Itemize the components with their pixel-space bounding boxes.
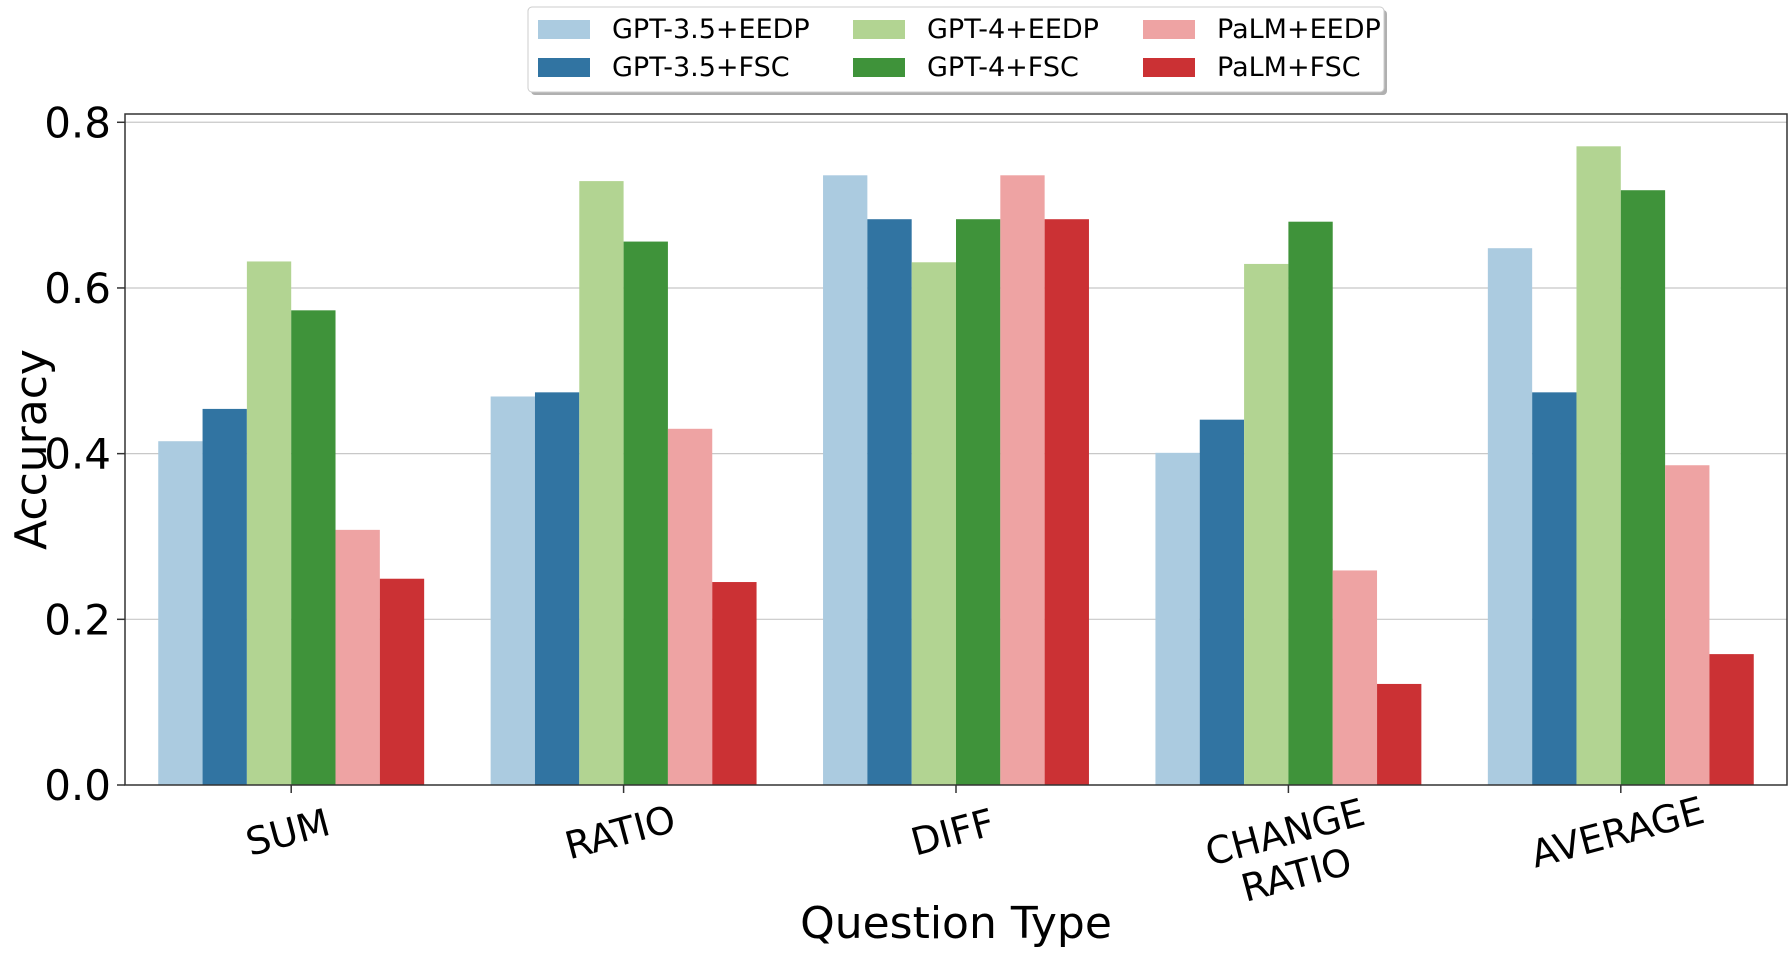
legend-swatch (1143, 58, 1195, 77)
bar (867, 219, 912, 785)
bars (158, 146, 1754, 786)
x-axis-title: Question Type (800, 898, 1112, 949)
y-axis-title: Accuracy (6, 349, 57, 550)
bar (1288, 221, 1333, 786)
legend-label: GPT-4+FSC (927, 52, 1079, 83)
bar (823, 175, 868, 785)
bar (1532, 392, 1577, 785)
y-tick-label: 0.2 (44, 595, 111, 644)
bar (490, 396, 535, 785)
legend-swatch (1143, 20, 1195, 39)
legend-label: PaLM+FSC (1217, 52, 1361, 83)
bar (1155, 452, 1200, 785)
legend-label: PaLM+EEDP (1217, 14, 1381, 45)
bar (579, 181, 624, 786)
bar (1487, 248, 1533, 785)
y-tick-label: 0.0 (44, 761, 111, 810)
legend-swatch (853, 58, 905, 77)
bar (335, 529, 380, 785)
legend-swatch (853, 20, 905, 39)
legend-label: GPT-3.5+FSC (612, 52, 790, 83)
y-tick-label: 0.6 (44, 264, 111, 313)
bar (534, 392, 580, 785)
y-tick-label: 0.4 (44, 430, 111, 479)
x-tick-label: SUM (241, 800, 334, 864)
bar (1377, 683, 1422, 785)
x-tick-label: CHANGERATIO (1201, 790, 1381, 917)
legend-label: GPT-4+EEDP (927, 14, 1099, 45)
legend-label: GPT-3.5+EEDP (612, 14, 810, 45)
x-tick-label: RATIO (560, 797, 680, 869)
bar (1000, 175, 1045, 785)
bar (623, 241, 668, 785)
bar (1044, 219, 1089, 785)
bar (158, 441, 203, 785)
bar (202, 408, 247, 785)
x-tick-label: AVERAGE (1526, 788, 1709, 876)
bar (911, 262, 956, 785)
bar (1709, 654, 1754, 785)
bar (246, 261, 292, 785)
bar (1199, 419, 1245, 785)
legend-swatch (538, 20, 590, 39)
bar (956, 219, 1001, 785)
y-axis-ticks: 0.0 0.2 0.4 0.6 0.8 (44, 98, 125, 810)
bar (1244, 263, 1289, 785)
legend: GPT-3.5+EEDP GPT-3.5+FSC GPT-4+EEDP GPT-4+F… (527, 6, 1387, 95)
bar (667, 428, 713, 785)
legend-swatch (538, 58, 590, 77)
bar (291, 310, 336, 785)
bar (712, 582, 757, 785)
bar (1332, 570, 1378, 785)
bar (1576, 146, 1621, 786)
y-tick-label: 0.8 (44, 98, 111, 147)
bar (379, 578, 425, 785)
x-tick-label: DIFF (906, 800, 999, 864)
bar (1665, 465, 1710, 785)
bar (1620, 190, 1666, 785)
